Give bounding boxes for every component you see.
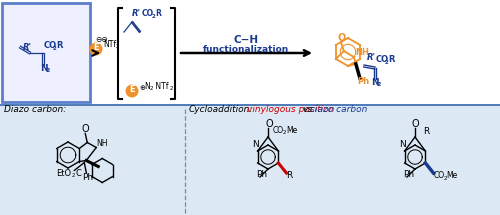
Circle shape <box>126 84 138 97</box>
Text: functionalization: functionalization <box>203 45 289 54</box>
Bar <box>0 105 500 215</box>
Text: Me: Me <box>286 126 297 135</box>
Text: vinylogous position: vinylogous position <box>247 105 334 114</box>
Text: C: C <box>76 169 81 178</box>
Text: O: O <box>82 124 89 135</box>
Text: O: O <box>265 119 272 129</box>
Text: N: N <box>144 82 150 91</box>
Text: E: E <box>129 86 134 95</box>
Text: N: N <box>400 140 406 149</box>
Text: 2: 2 <box>283 131 286 135</box>
Text: 2: 2 <box>377 83 382 88</box>
Text: 2: 2 <box>152 14 156 18</box>
Text: ⊕: ⊕ <box>139 85 145 91</box>
Text: O: O <box>412 119 420 129</box>
Text: 2: 2 <box>150 86 154 92</box>
Text: NH: NH <box>355 48 369 57</box>
FancyBboxPatch shape <box>2 3 90 102</box>
Text: 2: 2 <box>72 173 75 178</box>
Text: vs: vs <box>302 105 312 114</box>
Text: Me: Me <box>446 171 458 180</box>
Text: R': R' <box>367 53 376 62</box>
Text: E: E <box>93 43 98 52</box>
Text: CO: CO <box>142 9 154 18</box>
Text: R: R <box>286 171 292 180</box>
Text: CO: CO <box>376 55 389 64</box>
Text: R: R <box>155 9 161 18</box>
Text: 2: 2 <box>53 46 57 51</box>
Text: EtO: EtO <box>56 169 72 178</box>
Text: R': R' <box>22 43 32 52</box>
Text: N: N <box>371 78 378 87</box>
Text: Ph: Ph <box>357 77 369 86</box>
Text: NTf: NTf <box>153 82 168 91</box>
Text: Ph: Ph <box>82 172 94 181</box>
Text: Ph: Ph <box>403 170 414 179</box>
Text: O: O <box>338 33 346 43</box>
Text: NTf: NTf <box>103 40 116 49</box>
Text: ciazo carbon: ciazo carbon <box>310 105 368 114</box>
Text: CO: CO <box>434 171 444 180</box>
Text: Ph: Ph <box>256 170 267 179</box>
Text: 2: 2 <box>45 69 50 74</box>
Text: 2: 2 <box>116 45 119 49</box>
Text: 2: 2 <box>170 86 173 92</box>
Text: 2: 2 <box>385 60 388 65</box>
Bar <box>0 0 500 105</box>
Text: ⊖⊖: ⊖⊖ <box>95 35 108 44</box>
Text: R: R <box>423 127 429 136</box>
Text: N: N <box>252 140 260 149</box>
Text: N: N <box>40 64 48 73</box>
Text: Diazo carbon:: Diazo carbon: <box>4 105 66 114</box>
Text: R: R <box>388 55 394 64</box>
Text: 2: 2 <box>444 175 447 181</box>
Text: NH: NH <box>96 140 108 149</box>
Text: C−H: C−H <box>234 35 258 45</box>
Text: R: R <box>56 41 62 50</box>
Text: Cycloaddition:: Cycloaddition: <box>189 105 254 114</box>
Text: CO: CO <box>273 126 284 135</box>
Circle shape <box>90 43 102 55</box>
Text: R': R' <box>132 9 141 18</box>
Text: CO: CO <box>44 41 57 50</box>
